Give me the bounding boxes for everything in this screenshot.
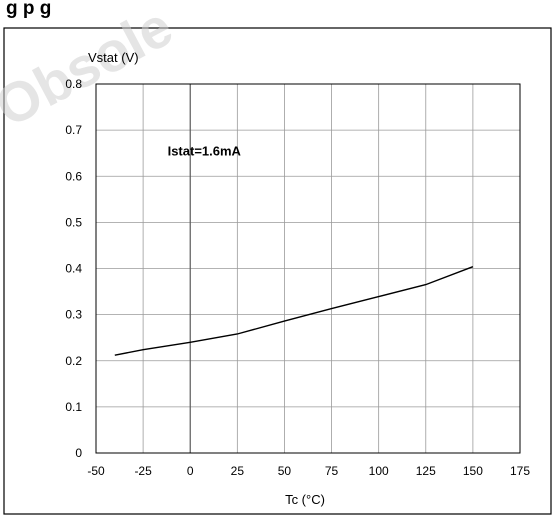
y-tick-label: 0.3 (65, 308, 82, 322)
annotation-istat: Istat=1.6mA (168, 143, 242, 158)
y-tick-label: 0.2 (65, 354, 82, 368)
header-text: g p g (6, 0, 51, 19)
grid-layer (96, 84, 520, 453)
x-tick-label: 100 (369, 464, 389, 478)
x-tick-label: 175 (510, 464, 530, 478)
y-axis-label: Vstat (V) (88, 50, 139, 65)
series-layer (115, 267, 473, 356)
y-tick-label: 0.5 (65, 215, 82, 229)
figure-frame (4, 28, 551, 514)
y-tick-label: 0 (75, 446, 82, 460)
y-tick-label: 0.7 (65, 123, 82, 137)
x-tick-label: 150 (463, 464, 483, 478)
x-axis-label: Tc (°C) (285, 492, 325, 507)
x-tick-label: 25 (231, 464, 245, 478)
y-tick-label: 0.6 (65, 169, 82, 183)
x-tick-label: 125 (416, 464, 436, 478)
x-tick-label: -25 (134, 464, 152, 478)
x-tick-label: 0 (187, 464, 194, 478)
watermark-text: Obsole (0, 0, 182, 139)
x-tick-label: 75 (325, 464, 339, 478)
tick-labels: -50 -25 0 25 50 75 100 125 150 175 0 0.1 0.2 0.3 0.4 0.… (65, 77, 530, 478)
y-tick-label: 0.1 (65, 400, 82, 414)
y-tick-label: 0.8 (65, 77, 82, 91)
x-tick-label: -50 (87, 464, 105, 478)
x-tick-label: 50 (278, 464, 292, 478)
series-line-vstat (115, 267, 473, 356)
y-tick-label: 0.4 (65, 262, 82, 276)
